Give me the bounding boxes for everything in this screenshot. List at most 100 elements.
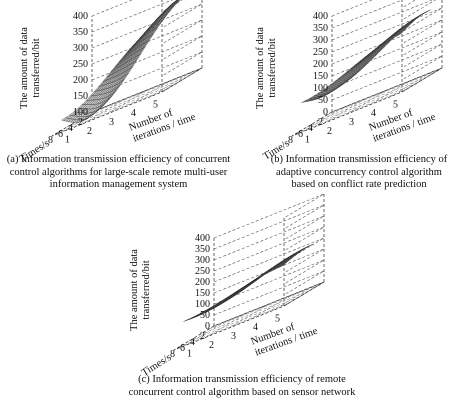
chart-b-y-tick: 4 (371, 108, 376, 119)
chart-b-gridline (331, 0, 416, 29)
chart-b-x-tick: 6 (298, 129, 303, 140)
chart-b-z-tick: 250 (313, 47, 328, 58)
chart-b-z-tick: 350 (313, 23, 328, 34)
chart-c-z-tick: 200 (195, 277, 210, 288)
chart-b-floor-grid (302, 107, 344, 132)
chart-b-z-tick: 0 (323, 107, 328, 118)
chart-a-caption: (a) Information transmission efficiency … (0, 154, 237, 192)
chart-c-gridline (213, 204, 325, 250)
chart-c-z-tick: 350 (195, 244, 210, 255)
chart-a-y-tick: 5 (153, 99, 158, 110)
chart-c-gridline (213, 226, 325, 272)
chart-c-caption-line2: concurrent control algorithm based on se… (128, 386, 356, 398)
chart-b-surface (301, 9, 431, 103)
chart-c-floor (173, 281, 325, 351)
chart-a-caption-line2: control algorithms for large-scale remot… (9, 166, 228, 178)
chart-a-surface-cell (156, 19, 163, 26)
chart-c-y-tick: 2 (209, 340, 214, 351)
chart-b-z-tick: 100 (313, 83, 328, 94)
chart-c-y-tick: 1 (187, 349, 192, 360)
chart-b-caption-line2: adaptive concurrency control algorithm (276, 166, 442, 178)
chart-a-z-tick: 200 (73, 75, 88, 86)
chart-b-gridline (331, 0, 436, 41)
chart-b-caption: (b) Information transmission efficiency … (244, 154, 474, 192)
chart-c-z-tick: 400 (195, 233, 210, 244)
chart-c-x-tick: 4 (190, 337, 195, 348)
chart-a-floor-grid (106, 89, 148, 115)
chart-c-caption-line1: (c) Information transmission efficiency … (138, 374, 346, 385)
chart-b-y-tick: 1 (305, 135, 310, 146)
chart-b-y-tick: 3 (349, 117, 354, 128)
chart-a-z-tick: 400 (73, 11, 88, 22)
chart-c-z-tick: 0 (205, 321, 210, 332)
chart-c-walls (173, 193, 325, 351)
chart-c-y-tick: 3 (231, 331, 236, 342)
chart-b-floor-grid (368, 80, 410, 106)
chart-panel-b: The amount of data transferred/bit 0 50 10… (244, 0, 474, 200)
chart-c-gridline (213, 193, 325, 239)
chart-c-z-tick: 300 (195, 255, 210, 266)
chart-b-z-tick: 300 (313, 35, 328, 46)
chart-a-z-tick: 300 (73, 43, 88, 54)
chart-c-surface (183, 244, 313, 322)
chart-b-x-tick: 4 (308, 123, 313, 134)
chart-c-z-tick: 100 (195, 299, 210, 310)
chart-c-caption: (c) Information transmission efficiency … (58, 374, 426, 399)
chart-c-x-tick: 6 (180, 343, 185, 354)
chart-b-floor (291, 67, 443, 137)
chart-c-floor-grid (184, 321, 226, 346)
chart-a-y-tick: 3 (109, 117, 114, 128)
chart-b-z-tick: 150 (313, 71, 328, 82)
chart-a-x-tick: 4 (68, 123, 73, 134)
chart-a-z-tick: 350 (73, 27, 88, 38)
chart-b-surface-cell (396, 31, 403, 37)
chart-c-y-tick: 4 (253, 322, 258, 333)
chart-panel-c: The amount of data transferred/bit 0 50 10… (118, 193, 366, 402)
chart-c-gridline (213, 237, 325, 283)
chart-c-y-tick: 5 (275, 313, 280, 324)
chart-a-floor-grid (128, 80, 170, 106)
chart-c-x-tick: 2 (200, 331, 205, 342)
chart-a-x-tick: 6 (58, 129, 63, 140)
chart-a-caption-line3: information management system (49, 179, 188, 190)
chart-a-surface-cell (175, 0, 181, 3)
chart-b-z-tick: 400 (313, 11, 328, 22)
chart-b-z-tick: 200 (313, 59, 328, 70)
chart-b-floor-grid (324, 98, 366, 124)
chart-b-x-tick: 8 (288, 135, 293, 146)
chart-a-surface (61, 0, 181, 123)
chart-c-z-tick: 250 (195, 266, 210, 277)
chart-c-floor-grid (206, 312, 248, 338)
chart-c-z-tick: 50 (200, 310, 210, 321)
chart-b-y-tick: 5 (393, 99, 398, 110)
chart-a-floor-grid (84, 98, 126, 124)
chart-c-x-tick: 8 (170, 349, 175, 360)
chart-b-floor-grid (346, 89, 388, 115)
chart-b-caption-line1: (b) Information transmission efficiency … (270, 154, 448, 165)
chart-c-floor-grid (228, 303, 270, 329)
chart-c-floor-grid (272, 286, 314, 311)
chart-b-y-tick: 2 (327, 126, 332, 137)
chart-b-floor-grid (390, 72, 432, 97)
chart-b-z-tick: 50 (318, 95, 328, 106)
chart-c-gridline (213, 215, 325, 261)
chart-b-walls (291, 0, 443, 137)
chart-a-gridline (91, 0, 183, 33)
chart-a-x-tick: 8 (48, 135, 53, 146)
chart-a-walls (51, 0, 203, 137)
chart-a-z-tick: 250 (73, 59, 88, 70)
chart-a-caption-line1: (a) Information transmission efficiency … (6, 154, 231, 165)
chart-a-floor (51, 67, 203, 137)
chart-a-x-tick: 2 (78, 117, 83, 128)
chart-a-z-tick: 100 (73, 107, 88, 118)
chart-a-y-tick: 2 (87, 126, 92, 137)
chart-a-floor-grid (150, 72, 192, 97)
chart-a-y-tick: 4 (131, 108, 136, 119)
chart-c-z-tick: 150 (195, 288, 210, 299)
chart-c-floor-grid (250, 294, 292, 320)
chart-c-surface-cell (278, 263, 285, 268)
chart-b-caption-line3: based on conflict rate prediction (291, 179, 427, 190)
